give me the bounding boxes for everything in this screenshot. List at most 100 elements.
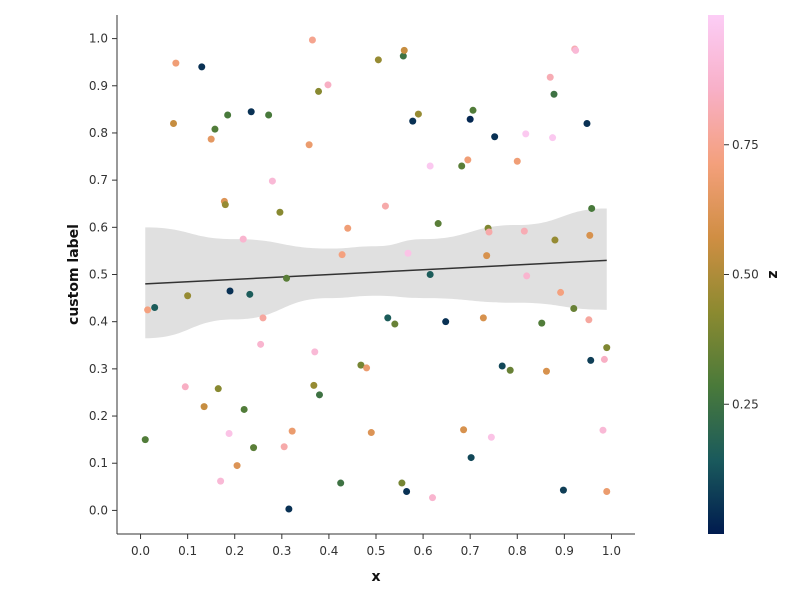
data-point [315, 87, 323, 95]
data-point [337, 479, 345, 487]
data-point [172, 59, 180, 67]
data-point [570, 304, 578, 312]
data-point [151, 304, 159, 312]
x-axis-title: x [371, 569, 380, 585]
data-point [572, 46, 580, 54]
data-point [265, 111, 273, 119]
x-tick-label: 0.2 [225, 544, 244, 558]
data-point [487, 433, 495, 441]
x-tick-label: 0.8 [508, 544, 527, 558]
data-point [403, 488, 411, 496]
data-point [588, 204, 596, 212]
data-point [469, 106, 477, 114]
data-point [280, 443, 288, 451]
data-point [344, 224, 352, 232]
data-point [207, 135, 215, 143]
data-point [600, 355, 608, 363]
data-point [513, 157, 521, 165]
data-point [587, 356, 595, 364]
data-point [211, 125, 219, 133]
y-tick-label: 0.0 [89, 503, 108, 517]
data-point [141, 436, 149, 444]
data-point [603, 344, 611, 352]
data-point [184, 292, 192, 300]
data-point [520, 227, 528, 235]
data-point [442, 318, 450, 326]
data-point [542, 367, 550, 375]
data-point [259, 314, 267, 322]
data-point [357, 361, 365, 369]
x-tick-label: 1.0 [602, 544, 621, 558]
data-point [310, 381, 318, 389]
data-point [217, 477, 225, 485]
data-point [214, 385, 222, 393]
colorbar-tick-label: 0.75 [732, 138, 759, 152]
data-point [367, 429, 375, 437]
data-point [399, 52, 407, 60]
data-point [338, 251, 346, 259]
y-tick-label: 0.1 [89, 456, 108, 470]
data-point [466, 115, 474, 123]
x-tick-label: 0.3 [272, 544, 291, 558]
data-point [409, 117, 417, 125]
x-tick-label: 0.5 [366, 544, 385, 558]
data-point [400, 46, 408, 54]
data-point [538, 319, 546, 327]
y-tick-label: 0.9 [89, 79, 108, 93]
data-point [363, 364, 371, 372]
data-point [550, 90, 558, 98]
x-tick-label: 0.1 [178, 544, 197, 558]
x-ticks: 0.0 0.1 0.2 0.3 0.4 0.5 0.6 0.7 0.8 0.9 1.0 [131, 534, 621, 558]
data-point [144, 306, 152, 314]
data-point [546, 73, 554, 81]
data-point [506, 366, 514, 374]
data-point [311, 348, 319, 356]
data-point [485, 228, 493, 236]
data-point [603, 488, 611, 496]
data-point [491, 133, 499, 141]
data-point [398, 479, 406, 487]
data-point [434, 220, 442, 228]
data-point [426, 271, 434, 278]
data-point [324, 81, 332, 89]
data-point [404, 249, 412, 257]
data-point [391, 320, 399, 328]
data-point [308, 36, 316, 44]
data-point [240, 405, 248, 413]
data-point [458, 162, 466, 170]
data-point [374, 56, 382, 64]
data-point [460, 426, 468, 434]
y-ticks: 0.0 0.1 0.2 0.3 0.4 0.5 0.6 0.7 0.8 0.9 1.0 [89, 32, 117, 517]
y-tick-label: 0.6 [89, 220, 108, 234]
y-tick-label: 0.5 [89, 268, 108, 282]
data-point [224, 111, 232, 119]
data-point [551, 236, 559, 244]
data-point [464, 156, 472, 164]
data-point [233, 462, 241, 470]
y-axis: 0.0 0.1 0.2 0.3 0.4 0.5 0.6 0.7 0.8 0.9 1.0 custom… [66, 15, 118, 534]
x-tick-label: 0.7 [461, 544, 480, 558]
x-axis: 0.0 0.1 0.2 0.3 0.4 0.5 0.6 0.7 0.8 0.9 1.0 x [117, 533, 635, 585]
y-tick-label: 0.8 [89, 126, 108, 140]
colorbar-title: z [765, 270, 781, 278]
data-point [221, 201, 229, 209]
data-point [246, 290, 254, 298]
data-point [170, 120, 178, 128]
data-point [523, 272, 531, 280]
data-point [549, 134, 557, 142]
data-point [200, 403, 208, 411]
data-point [198, 63, 206, 71]
y-tick-label: 0.3 [89, 362, 108, 376]
data-point [181, 383, 189, 391]
confidence-band [145, 208, 607, 339]
regression-line [145, 259, 607, 285]
data-point [247, 108, 255, 116]
data-point [559, 486, 567, 494]
x-tick-label: 0.4 [319, 544, 338, 558]
data-point [288, 427, 296, 435]
data-point [315, 391, 323, 399]
points-layer [141, 36, 611, 513]
y-tick-label: 1.0 [89, 32, 108, 46]
data-point [268, 177, 276, 185]
